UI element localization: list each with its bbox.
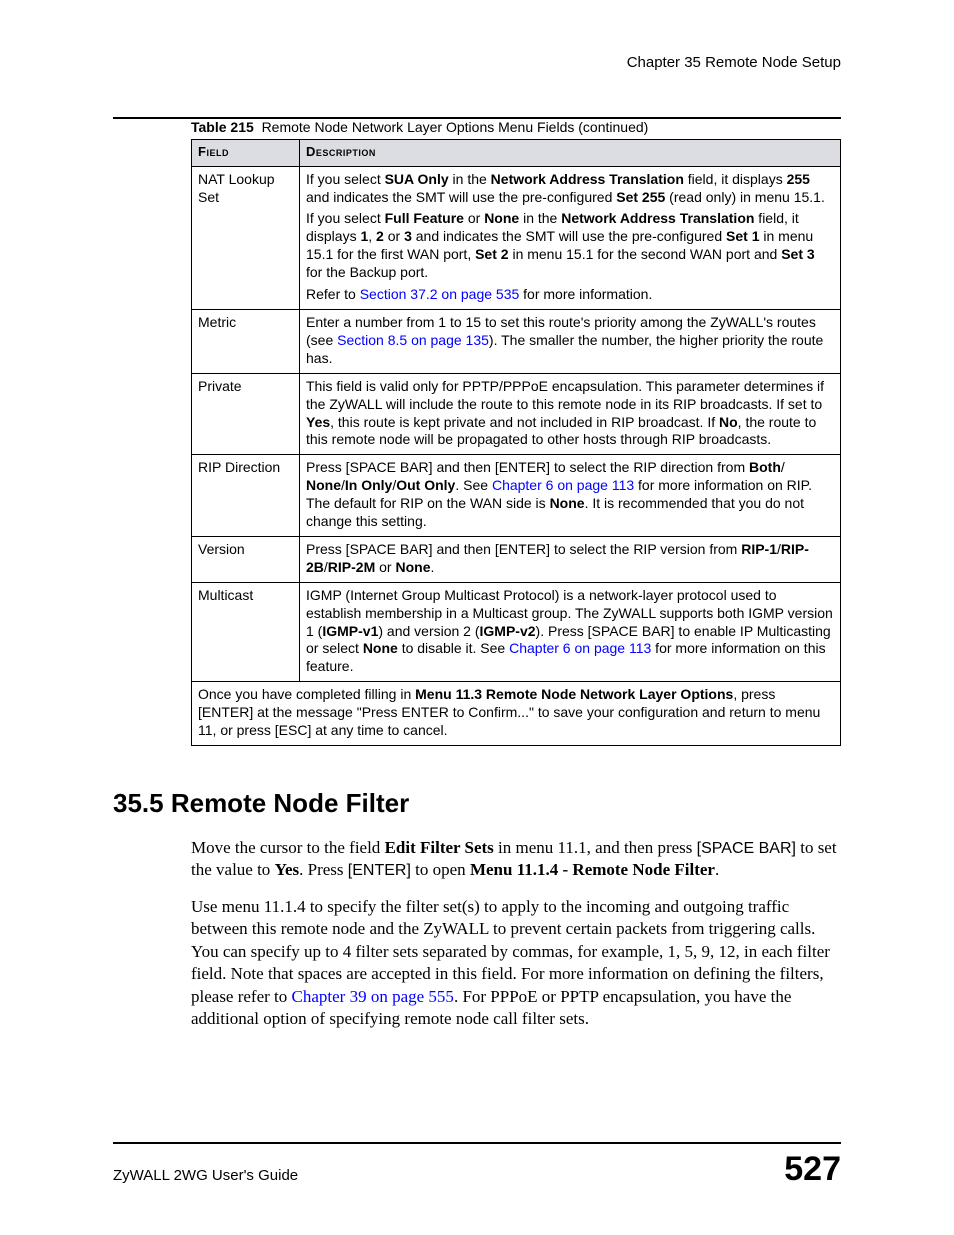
table-caption: Table 215 Remote Node Network Layer Opti… [191, 119, 841, 135]
description-cell: Press [SPACE BAR] and then [ENTER] to se… [300, 536, 841, 582]
description-cell: If you select SUA Only in the Network Ad… [300, 166, 841, 309]
table-row: RIP Direction Press [SPACE BAR] and then… [192, 455, 841, 537]
paragraph: Move the cursor to the field Edit Filter… [191, 837, 841, 882]
section-heading: 35.5 Remote Node Filter [113, 788, 841, 819]
options-table: Field Description NAT Lookup Set If you … [191, 139, 841, 746]
footer-guide-name: ZyWALL 2WG User's Guide [113, 1167, 298, 1184]
field-cell: RIP Direction [192, 455, 300, 537]
page: Chapter 35 Remote Node Setup Table 215 R… [0, 0, 954, 1235]
chapter-header: Chapter 35 Remote Node Setup [113, 54, 841, 81]
table-caption-text: Remote Node Network Layer Options Menu F… [262, 119, 649, 135]
field-cell: Multicast [192, 582, 300, 682]
footer-page-number: 527 [784, 1150, 841, 1189]
table-footer-cell: Once you have completed filling in Menu … [192, 682, 841, 746]
field-cell: NAT Lookup Set [192, 166, 300, 309]
description-cell: Enter a number from 1 to 15 to set this … [300, 309, 841, 373]
col-field: Field [192, 140, 300, 167]
page-footer: ZyWALL 2WG User's Guide 527 [113, 1142, 841, 1189]
table-row: Private This field is valid only for PPT… [192, 373, 841, 455]
description-cell: Press [SPACE BAR] and then [ENTER] to se… [300, 455, 841, 537]
table-row: Multicast IGMP (Internet Group Multicast… [192, 582, 841, 682]
table-footer-row: Once you have completed filling in Menu … [192, 682, 841, 746]
table-row: Version Press [SPACE BAR] and then [ENTE… [192, 536, 841, 582]
footer-rule [113, 1142, 841, 1144]
col-description: Description [300, 140, 841, 167]
field-cell: Private [192, 373, 300, 455]
description-cell: IGMP (Internet Group Multicast Protocol)… [300, 582, 841, 682]
xref-link[interactable]: Chapter 6 on page 113 [492, 477, 634, 493]
table-caption-number: Table 215 [191, 119, 254, 135]
description-cell: This field is valid only for PPTP/PPPoE … [300, 373, 841, 455]
body-text: Move the cursor to the field Edit Filter… [191, 837, 841, 1031]
table-row: NAT Lookup Set If you select SUA Only in… [192, 166, 841, 309]
field-cell: Version [192, 536, 300, 582]
xref-link[interactable]: Section 8.5 on page 135 [337, 332, 489, 348]
xref-link[interactable]: Section 37.2 on page 535 [360, 286, 520, 302]
table-row: Metric Enter a number from 1 to 15 to se… [192, 309, 841, 373]
table-header-row: Field Description [192, 140, 841, 167]
paragraph: Use menu 11.1.4 to specify the filter se… [191, 896, 841, 1031]
xref-link[interactable]: Chapter 39 on page 555 [292, 987, 454, 1006]
xref-link[interactable]: Chapter 6 on page 113 [509, 640, 651, 656]
field-cell: Metric [192, 309, 300, 373]
